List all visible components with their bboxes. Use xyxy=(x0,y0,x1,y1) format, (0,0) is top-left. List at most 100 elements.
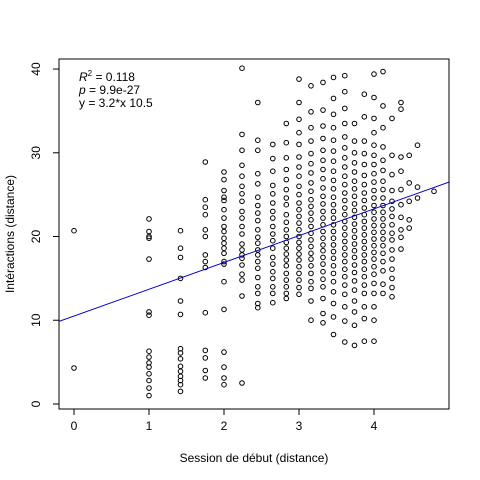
data-point xyxy=(177,298,184,304)
data-point xyxy=(330,137,337,143)
data-point xyxy=(361,161,368,168)
y-tick-label: 10 xyxy=(29,313,43,327)
data-point xyxy=(239,277,245,283)
data-point xyxy=(371,209,377,215)
data-point xyxy=(202,196,209,203)
data-point xyxy=(283,120,290,127)
data-point xyxy=(221,187,227,194)
data-point xyxy=(380,202,386,209)
data-point xyxy=(342,232,348,238)
y-tick-label: 30 xyxy=(29,146,43,160)
data-point xyxy=(177,254,184,261)
data-point xyxy=(254,240,261,246)
data-point xyxy=(330,95,337,102)
data-point xyxy=(398,106,404,112)
data-point xyxy=(342,181,348,188)
data-point xyxy=(330,186,337,192)
data-point xyxy=(283,155,290,161)
data-point xyxy=(202,264,209,271)
data-point xyxy=(254,274,261,281)
data-point xyxy=(380,268,386,274)
data-point xyxy=(308,256,314,262)
data-point xyxy=(308,223,314,230)
data-point xyxy=(308,263,314,269)
data-point xyxy=(283,195,290,201)
data-point xyxy=(239,162,245,169)
data-point xyxy=(371,242,377,249)
data-point xyxy=(296,154,302,160)
data-point xyxy=(239,380,245,386)
data-point xyxy=(330,177,337,184)
data-point xyxy=(380,68,386,75)
data-point xyxy=(431,188,437,195)
data-point xyxy=(361,315,368,322)
data-point xyxy=(221,197,227,204)
x-tick-label: 0 xyxy=(71,419,78,433)
data-point xyxy=(239,208,245,215)
data-point xyxy=(283,277,290,283)
data-point xyxy=(342,258,348,265)
data-point xyxy=(296,129,302,136)
data-point xyxy=(308,210,314,216)
data-point xyxy=(146,233,152,240)
data-point xyxy=(380,250,386,257)
data-point xyxy=(296,257,302,263)
data-point xyxy=(342,318,348,324)
data-point xyxy=(283,186,290,193)
data-point xyxy=(239,241,245,247)
data-point xyxy=(361,238,368,245)
data-point xyxy=(389,206,395,212)
data-point xyxy=(361,252,368,258)
data-point xyxy=(371,229,377,236)
data-point xyxy=(380,195,386,201)
data-point xyxy=(330,201,337,208)
data-point xyxy=(221,261,227,267)
data-point xyxy=(361,258,368,265)
data-point xyxy=(406,225,413,231)
data-point xyxy=(330,74,337,81)
data-point xyxy=(320,193,326,200)
data-point xyxy=(371,142,377,148)
data-point xyxy=(71,227,77,234)
data-point xyxy=(361,245,368,251)
data-point xyxy=(351,214,358,221)
data-point xyxy=(342,173,348,179)
data-point xyxy=(320,261,326,267)
data-point xyxy=(320,135,326,142)
data-point xyxy=(389,266,395,273)
data-point xyxy=(342,245,348,251)
data-point xyxy=(389,284,395,291)
data-point xyxy=(270,141,276,148)
data-point xyxy=(351,193,358,200)
data-point xyxy=(406,180,413,186)
data-point xyxy=(254,137,261,143)
data-point xyxy=(254,304,261,311)
data-point xyxy=(270,155,276,162)
data-point xyxy=(270,237,276,244)
data-point xyxy=(361,273,368,280)
data-point xyxy=(351,186,358,192)
data-point xyxy=(361,138,368,144)
data-point xyxy=(371,249,377,256)
data-point xyxy=(239,131,245,138)
data-point xyxy=(342,155,348,161)
data-point xyxy=(351,178,358,184)
data-point xyxy=(296,116,302,123)
data-point xyxy=(202,233,209,240)
data-point xyxy=(296,245,302,251)
data-point xyxy=(398,168,404,174)
data-point xyxy=(270,223,276,230)
data-point xyxy=(406,152,413,159)
data-point xyxy=(371,271,377,278)
data-point xyxy=(296,99,302,106)
data-point xyxy=(239,262,245,268)
data-point xyxy=(254,194,261,200)
data-point xyxy=(380,186,386,193)
data-point xyxy=(202,258,209,265)
data-point xyxy=(398,246,404,252)
data-point xyxy=(351,234,358,241)
data-point xyxy=(146,392,152,399)
data-point xyxy=(351,247,358,254)
data-point xyxy=(351,201,358,207)
